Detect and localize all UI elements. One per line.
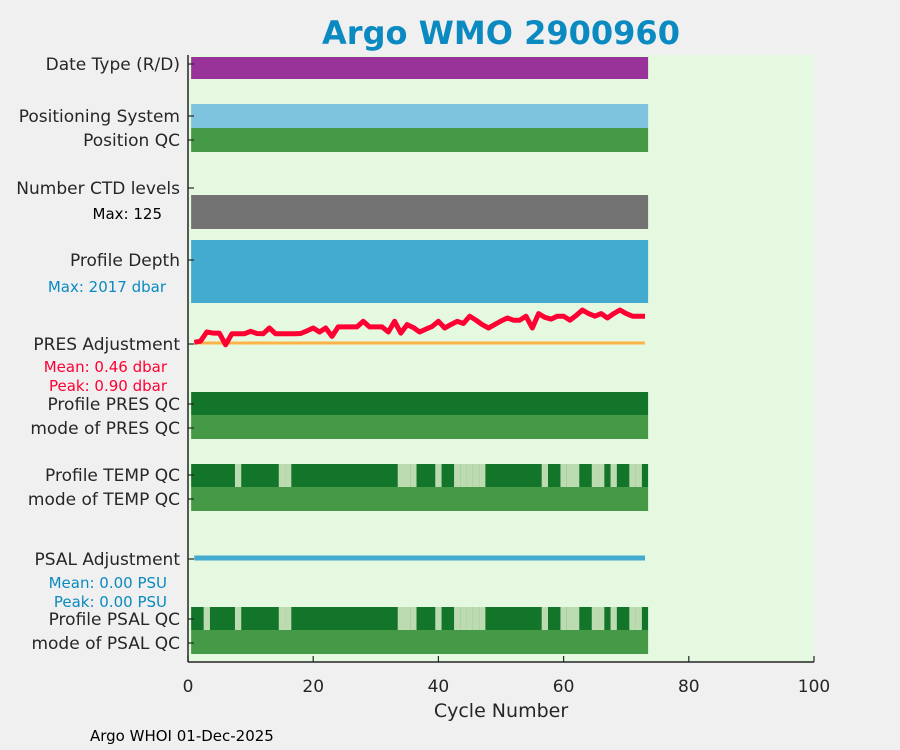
- psal-peak: Peak: 0.00 PSU: [54, 593, 167, 611]
- psal-qc-flag-cycle-47: [479, 607, 486, 630]
- label-profile-depth: Profile Depth: [70, 251, 180, 271]
- psal-qc-flag-cycle-62: [572, 607, 580, 630]
- temp-qc-flag-cycle-61: [566, 464, 574, 487]
- psal-qc-flag-cycle-57: [541, 607, 548, 630]
- ctd-levels-bar: [191, 195, 649, 229]
- pres-adjustment-line: [193, 307, 645, 348]
- psal-qc-flag-cycle-46: [472, 607, 480, 630]
- temp-qc-flag-cycle-36: [410, 464, 417, 487]
- x-tick-label-60: 60: [553, 677, 575, 697]
- label-pres-adjustment: PRES Adjustment: [33, 335, 180, 355]
- x-tick-label-20: 20: [302, 677, 324, 697]
- x-tick-label-40: 40: [428, 677, 450, 697]
- chart-title: Argo WMO 2900960: [322, 14, 680, 52]
- temp-qc-flag-cycle-34: [397, 464, 405, 487]
- temp-qc-flag-cycle-62: [572, 464, 580, 487]
- label-temp-mode: mode of TEMP QC: [28, 490, 180, 510]
- temp-qc-flag-cycle-43: [454, 464, 461, 487]
- label-temp-qc: Profile TEMP QC: [45, 466, 180, 486]
- temp-qc-flag-cycle-60: [560, 464, 567, 487]
- date-type-bar: [191, 57, 649, 79]
- psal-qc-flag-cycle-3: [203, 607, 210, 630]
- temp-qc-flag-cycle-16: [285, 464, 292, 487]
- psal-qc-flag-cycle-44: [460, 607, 467, 630]
- psal-qc-flag-cycle-68: [610, 607, 617, 630]
- psal-qc-flag-cycle-66: [598, 607, 605, 630]
- temp-mode-bar: [191, 487, 649, 511]
- x-tick-label-100: 100: [798, 677, 830, 697]
- psal-qc-flag-cycle-35: [403, 607, 411, 630]
- temp-qc-flag-cycle-40: [435, 464, 442, 487]
- positioning-bar: [191, 104, 649, 128]
- label-psal-qc: Profile PSAL QC: [49, 610, 180, 630]
- psal-qc-flag-cycle-72: [635, 607, 642, 630]
- footer-text: Argo WHOI 01-Dec-2025: [90, 727, 274, 745]
- label-pres-qc: Profile PRES QC: [47, 395, 180, 415]
- pres-peak: Peak: 0.90 dbar: [49, 377, 168, 395]
- psal-qc-flag-cycle-16: [285, 607, 292, 630]
- temp-qc-flag-cycle-46: [472, 464, 480, 487]
- psal-qc-flag-cycle-36: [410, 607, 417, 630]
- label-psal-mode: mode of PSAL QC: [31, 634, 180, 654]
- label-position-qc: Position QC: [83, 131, 180, 151]
- psal-qc-flag-cycle-61: [566, 607, 574, 630]
- position-qc-bar: [191, 128, 649, 152]
- psal-qc-flag-cycle-15: [278, 607, 286, 630]
- psal-qc-flag-cycle-71: [629, 607, 636, 630]
- temp-qc-flag-cycle-71: [629, 464, 636, 487]
- depth-max: Max: 2017 dbar: [48, 278, 167, 296]
- psal-qc-flag-cycle-40: [435, 607, 442, 630]
- psal-qc-flag-cycle-45: [466, 607, 473, 630]
- label-psal-adjustment: PSAL Adjustment: [35, 550, 181, 570]
- temp-qc-flag-cycle-47: [479, 464, 486, 487]
- psal-mode-bar: [191, 630, 649, 654]
- label-ctd-levels: Number CTD levels: [16, 179, 180, 199]
- x-tick-label-0: 0: [183, 677, 194, 697]
- psal-qc-flag-cycle-34: [397, 607, 405, 630]
- plot-area: [188, 55, 814, 662]
- x-tick-label-80: 80: [678, 677, 700, 697]
- temp-qc-flag-cycle-57: [541, 464, 548, 487]
- psal-qc-flag-cycle-60: [560, 607, 567, 630]
- pres-mode-bar: [191, 415, 649, 439]
- ctd-max: Max: 125: [93, 205, 162, 223]
- temp-qc-flag-cycle-15: [278, 464, 286, 487]
- x-axis-label: Cycle Number: [434, 700, 568, 722]
- temp-qc-bar: [191, 464, 649, 487]
- temp-qc-flag-cycle-68: [610, 464, 617, 487]
- pres-qc-bar: [191, 392, 649, 415]
- label-pres-mode: mode of PRES QC: [30, 419, 180, 439]
- temp-qc-flag-cycle-44: [460, 464, 467, 487]
- pres-mean: Mean: 0.46 dbar: [44, 358, 168, 376]
- label-positioning: Positioning System: [19, 107, 180, 127]
- temp-qc-flag-cycle-45: [466, 464, 473, 487]
- psal-qc-flag-cycle-8: [234, 607, 242, 630]
- temp-qc-flag-cycle-65: [591, 464, 599, 487]
- psal-mean: Mean: 0.00 PSU: [49, 574, 167, 592]
- psal-qc-flag-cycle-65: [591, 607, 599, 630]
- psal-qc-flag-cycle-43: [454, 607, 461, 630]
- psal-qc-bar: [191, 607, 649, 630]
- profile-depth-bar: [191, 240, 649, 303]
- temp-qc-flag-cycle-66: [598, 464, 605, 487]
- temp-qc-flag-cycle-8: [234, 464, 242, 487]
- temp-qc-flag-cycle-72: [635, 464, 642, 487]
- label-date-type: Date Type (R/D): [46, 55, 180, 75]
- temp-qc-flag-cycle-35: [403, 464, 411, 487]
